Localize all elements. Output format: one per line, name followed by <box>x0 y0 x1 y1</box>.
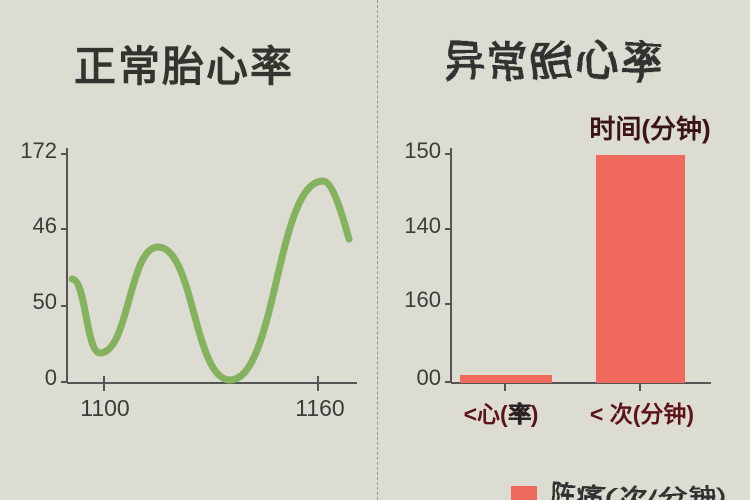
svg-text:阵痛(次/分钟): 阵痛(次/分钟) <box>550 481 724 500</box>
